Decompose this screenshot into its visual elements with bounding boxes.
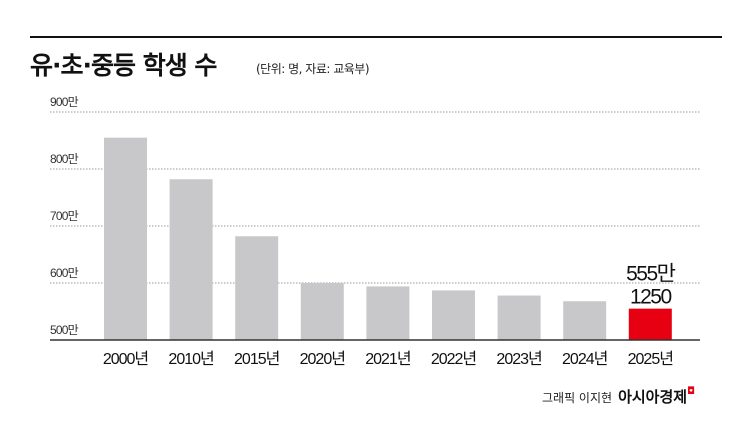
x-tick-label: 2020년 xyxy=(300,350,346,368)
brand-logo: 아시아경제 xyxy=(618,388,688,406)
y-tick-label: 900만 xyxy=(50,95,79,109)
brand-mark-icon: ◘ xyxy=(687,386,695,397)
x-tick-label: 2022년 xyxy=(431,350,477,368)
graphic-credit: 그래픽 이지현 xyxy=(542,391,613,405)
bar xyxy=(497,295,541,340)
bar xyxy=(300,283,344,340)
x-tick-label: 2010년 xyxy=(168,350,214,368)
bar xyxy=(104,137,147,340)
y-tick-label: 800만 xyxy=(50,152,79,166)
chart-title: 유·초·중등 학생 수 xyxy=(30,51,217,80)
bar xyxy=(563,301,607,340)
annotation-line1: 555만 xyxy=(626,263,676,286)
bar xyxy=(235,236,279,340)
y-tick-label: 700만 xyxy=(50,209,79,223)
bar xyxy=(432,290,475,340)
x-tick-label: 2023년 xyxy=(496,350,542,368)
x-tick-label: 2000년 xyxy=(103,350,149,368)
chart-subtitle: (단위: 명, 자료: 교육부) xyxy=(256,62,370,76)
x-tick-label: 2024년 xyxy=(562,350,608,368)
x-tick-label: 2025년 xyxy=(628,350,674,368)
credit: 그래픽 이지현 아시아경제◘ xyxy=(542,386,695,407)
bar xyxy=(169,179,213,340)
bar xyxy=(628,308,672,340)
y-tick-label: 500만 xyxy=(50,323,79,337)
bar xyxy=(366,286,410,340)
x-tick-label: 2021년 xyxy=(365,350,411,368)
top-rule xyxy=(30,36,722,38)
x-tick-label: 2015년 xyxy=(234,350,280,368)
annotation-line2: 1250 xyxy=(630,286,672,309)
y-tick-label: 600만 xyxy=(50,266,79,280)
